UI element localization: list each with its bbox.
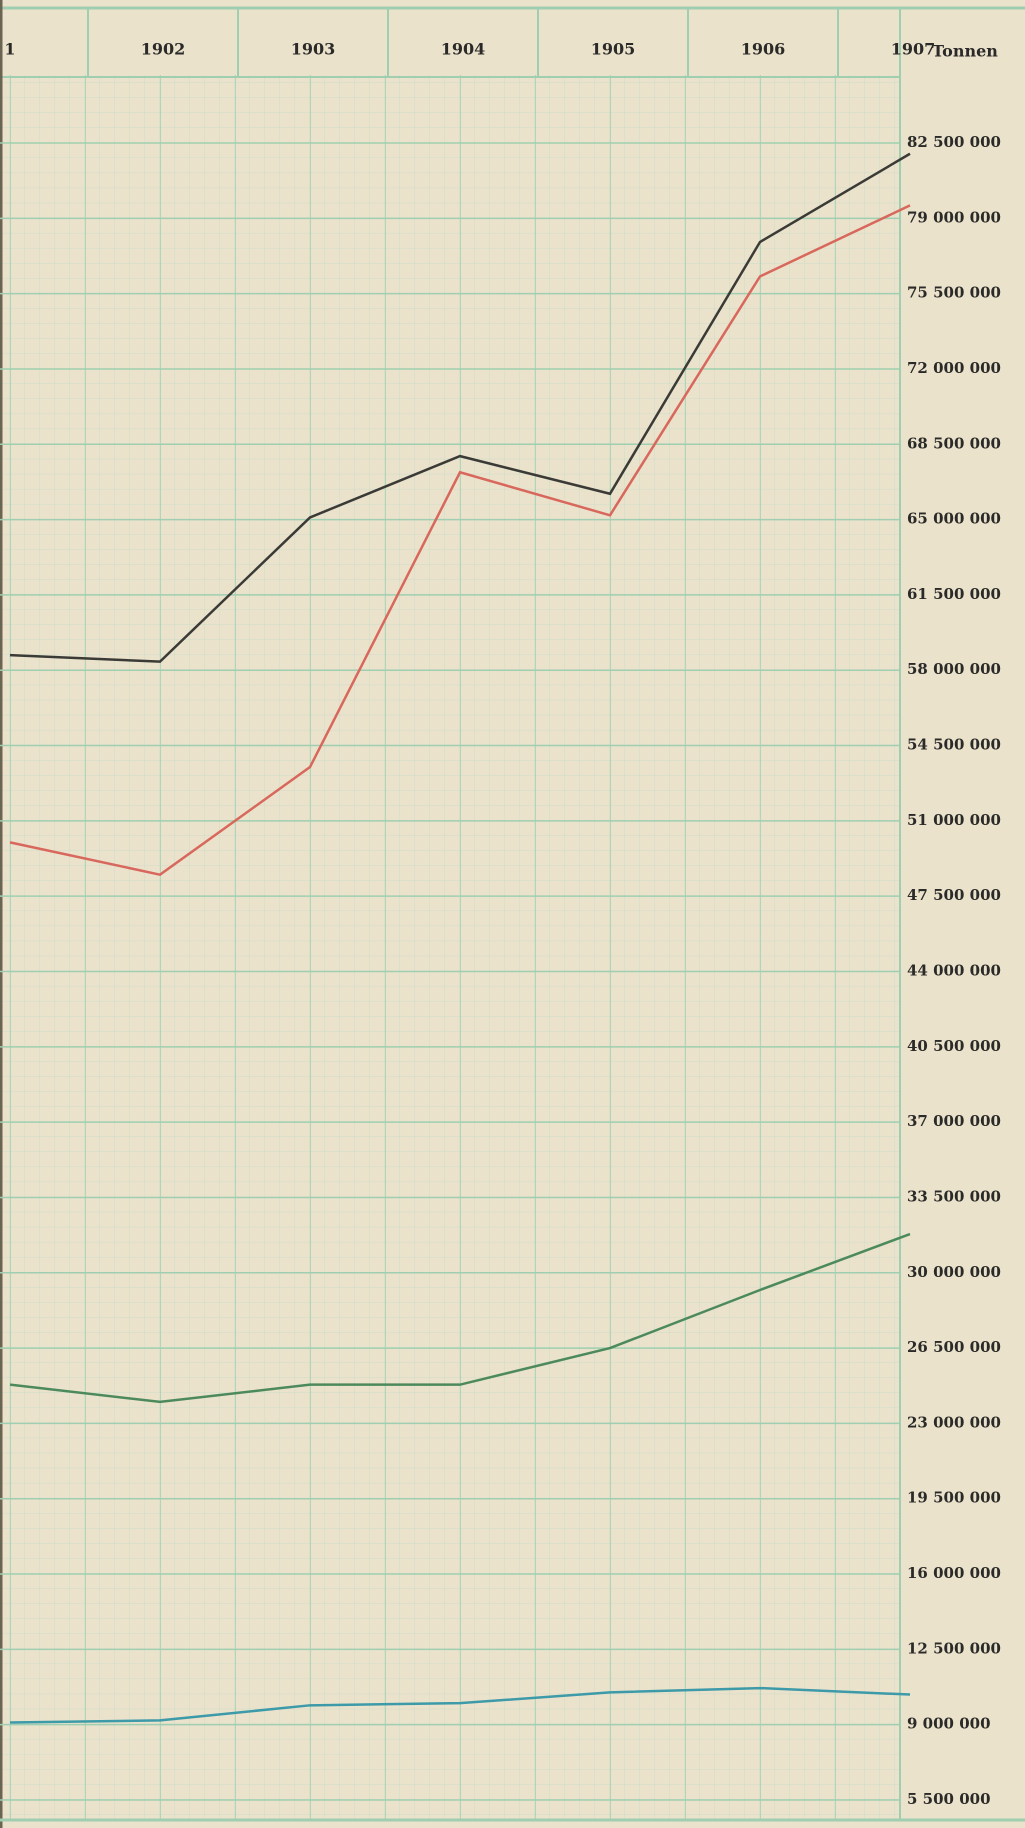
y-tick-label: 61 500 000 [907, 585, 1001, 603]
x-tick-label: 1903 [291, 40, 336, 59]
x-tick-label: 1907 [891, 40, 936, 59]
y-tick-label: 68 500 000 [907, 434, 1001, 452]
y-tick-label: 33 500 000 [907, 1187, 1001, 1205]
y-tick-label: 54 500 000 [907, 736, 1001, 754]
x-tick-label: 1 [4, 40, 15, 59]
y-tick-label: 19 500 000 [907, 1489, 1001, 1507]
y-tick-label: 75 500 000 [907, 284, 1001, 302]
series-line [9, 152, 911, 663]
y-tick-label: 12 500 000 [907, 1639, 1001, 1657]
y-axis-label: Tonnen [932, 42, 998, 61]
y-tick-label: 58 000 000 [907, 660, 1001, 678]
y-tick-label: 79 000 000 [907, 208, 1001, 226]
y-tick-label: 16 000 000 [907, 1564, 1001, 1582]
y-tick-label: 82 500 000 [907, 133, 1001, 151]
y-tick-label: 30 000 000 [907, 1263, 1001, 1281]
x-tick-label: 1904 [441, 40, 486, 59]
series-line [9, 1686, 911, 1724]
y-tick-label: 5 500 000 [907, 1790, 991, 1808]
y-tick-label: 9 000 000 [907, 1715, 991, 1733]
y-tick-label: 44 000 000 [907, 962, 1001, 980]
series-line [9, 204, 911, 877]
y-tick-label: 72 000 000 [907, 359, 1001, 377]
x-tick-label: 1902 [141, 40, 186, 59]
y-tick-label: 26 500 000 [907, 1338, 1001, 1356]
y-tick-label: 51 000 000 [907, 811, 1001, 829]
y-tick-label: 40 500 000 [907, 1037, 1001, 1055]
x-tick-label: 1906 [741, 40, 786, 59]
x-tick-label: 1905 [591, 40, 636, 59]
series-line [9, 1232, 911, 1404]
vertical-grid [0, 75, 900, 1820]
y-tick-label: 47 500 000 [907, 886, 1001, 904]
y-tick-label: 37 000 000 [907, 1112, 1001, 1130]
y-tick-label: 65 000 000 [907, 510, 1001, 528]
y-tick-label: 23 000 000 [907, 1413, 1001, 1431]
